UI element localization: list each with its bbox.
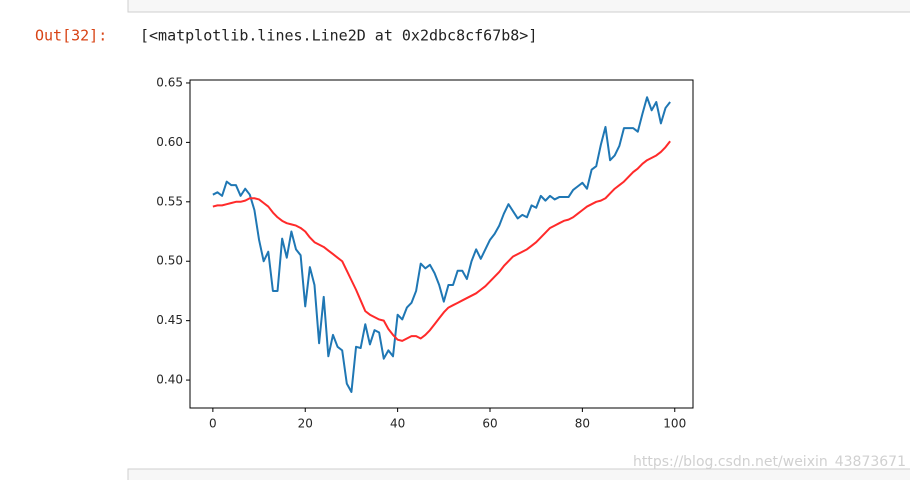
y-tick-label: 0.60 [156, 135, 183, 149]
y-tick-label: 0.40 [156, 373, 183, 387]
out-prompt: Out[32]: [35, 27, 107, 45]
y-tick-label: 0.55 [156, 194, 183, 208]
x-tick-label: 0 [209, 417, 217, 431]
plot-frame [189, 79, 694, 409]
y-tick-label: 0.65 [156, 75, 183, 89]
data-line [212, 96, 671, 393]
next-cell [127, 468, 910, 480]
chart: 0.40 0.45 0.50 0.55 0.60 0.65 0 20 40 60 80 100 [156, 75, 694, 431]
prev-cell [127, 0, 910, 13]
y-tick-label: 0.45 [156, 313, 183, 327]
watermark: https://blog.csdn.net/weixin_43873671 [633, 454, 906, 470]
x-tick-label: 100 [663, 417, 686, 431]
x-tick-label: 40 [390, 417, 405, 431]
x-tick-label: 60 [482, 417, 497, 431]
data-line [212, 140, 671, 342]
x-tick-label: 80 [575, 417, 590, 431]
y-tick-label: 0.50 [156, 254, 183, 268]
output-text: [<matplotlib.lines.Line2D at 0x2dbc8cf67… [140, 27, 537, 45]
x-tick-label: 20 [298, 417, 313, 431]
